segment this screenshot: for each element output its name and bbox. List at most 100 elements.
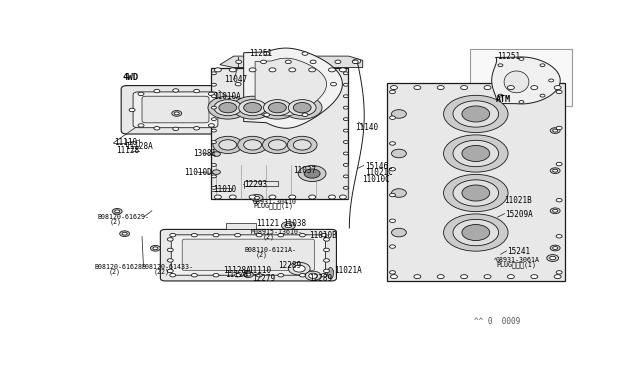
Circle shape xyxy=(484,275,491,279)
Text: 11010B: 11010B xyxy=(309,231,337,240)
Circle shape xyxy=(122,232,127,235)
Circle shape xyxy=(321,273,327,277)
Circle shape xyxy=(211,106,216,109)
Text: 15209A: 15209A xyxy=(506,210,533,219)
Circle shape xyxy=(556,126,562,130)
Text: 11128A: 11128A xyxy=(223,266,251,275)
Circle shape xyxy=(214,68,221,72)
Circle shape xyxy=(302,52,308,55)
Polygon shape xyxy=(244,48,342,128)
Circle shape xyxy=(120,231,129,237)
Circle shape xyxy=(235,233,241,237)
Circle shape xyxy=(212,152,220,156)
Text: 15241: 15241 xyxy=(508,247,531,256)
Circle shape xyxy=(462,225,490,241)
FancyBboxPatch shape xyxy=(470,49,572,106)
Circle shape xyxy=(289,195,296,199)
Circle shape xyxy=(193,126,200,130)
Text: 11128: 11128 xyxy=(225,270,248,279)
Circle shape xyxy=(339,68,346,72)
Text: 11010A: 11010A xyxy=(213,92,241,101)
Circle shape xyxy=(344,141,348,144)
Circle shape xyxy=(344,72,348,75)
FancyBboxPatch shape xyxy=(133,92,218,128)
Circle shape xyxy=(344,118,348,121)
Circle shape xyxy=(211,141,216,144)
Circle shape xyxy=(209,92,214,96)
Text: B08120-61628: B08120-61628 xyxy=(95,264,143,270)
Circle shape xyxy=(304,169,320,178)
Circle shape xyxy=(550,256,556,260)
Circle shape xyxy=(392,110,406,118)
Circle shape xyxy=(444,95,508,132)
Circle shape xyxy=(324,269,330,273)
Text: 11010: 11010 xyxy=(213,185,236,194)
Circle shape xyxy=(167,259,173,262)
Circle shape xyxy=(553,129,557,132)
Circle shape xyxy=(300,233,305,237)
Circle shape xyxy=(193,89,200,93)
Circle shape xyxy=(288,262,310,275)
Circle shape xyxy=(293,103,311,113)
Circle shape xyxy=(328,195,335,199)
Circle shape xyxy=(392,149,406,158)
Text: 11010D: 11010D xyxy=(184,168,212,177)
Circle shape xyxy=(173,127,179,131)
Circle shape xyxy=(556,162,562,166)
Circle shape xyxy=(305,271,321,280)
Circle shape xyxy=(344,95,348,97)
Circle shape xyxy=(321,233,327,237)
Circle shape xyxy=(444,174,508,212)
Text: B08120-61629-: B08120-61629- xyxy=(97,214,149,219)
Circle shape xyxy=(344,175,348,178)
Circle shape xyxy=(282,222,295,230)
Text: 11128A: 11128A xyxy=(125,142,152,151)
Circle shape xyxy=(278,273,284,277)
Text: PLUGプラグ(I): PLUGプラグ(I) xyxy=(497,261,536,268)
Circle shape xyxy=(211,152,216,155)
Circle shape xyxy=(462,145,490,161)
Circle shape xyxy=(330,83,337,86)
Circle shape xyxy=(519,100,524,103)
Circle shape xyxy=(288,100,316,116)
Circle shape xyxy=(554,275,561,279)
Circle shape xyxy=(344,152,348,155)
Circle shape xyxy=(324,259,330,262)
Text: 08931-30410: 08931-30410 xyxy=(253,199,296,205)
Circle shape xyxy=(308,273,317,278)
Circle shape xyxy=(308,68,316,72)
Text: (2): (2) xyxy=(110,218,122,225)
Circle shape xyxy=(138,124,144,127)
Circle shape xyxy=(150,246,161,251)
Circle shape xyxy=(233,96,273,119)
Circle shape xyxy=(243,272,253,278)
FancyBboxPatch shape xyxy=(172,235,326,275)
Circle shape xyxy=(344,129,348,132)
Circle shape xyxy=(211,72,216,75)
Circle shape xyxy=(129,108,135,112)
Circle shape xyxy=(167,269,173,273)
FancyBboxPatch shape xyxy=(182,239,315,271)
Text: 11140: 11140 xyxy=(355,123,378,132)
Circle shape xyxy=(390,86,397,90)
Circle shape xyxy=(540,64,545,67)
Circle shape xyxy=(154,126,160,130)
Circle shape xyxy=(302,113,308,116)
Circle shape xyxy=(115,210,120,213)
Text: 12293: 12293 xyxy=(244,180,267,189)
Circle shape xyxy=(392,189,406,197)
Text: 15146: 15146 xyxy=(365,162,388,171)
Circle shape xyxy=(550,168,560,173)
Circle shape xyxy=(170,233,176,237)
Circle shape xyxy=(453,219,499,246)
Circle shape xyxy=(553,209,557,212)
Circle shape xyxy=(170,273,176,277)
Circle shape xyxy=(262,136,292,154)
Circle shape xyxy=(229,195,236,199)
Circle shape xyxy=(324,248,330,251)
Text: 11037: 11037 xyxy=(293,166,316,174)
FancyBboxPatch shape xyxy=(161,230,337,281)
Circle shape xyxy=(554,86,561,90)
Circle shape xyxy=(256,273,262,277)
Text: 11128: 11128 xyxy=(116,146,139,155)
